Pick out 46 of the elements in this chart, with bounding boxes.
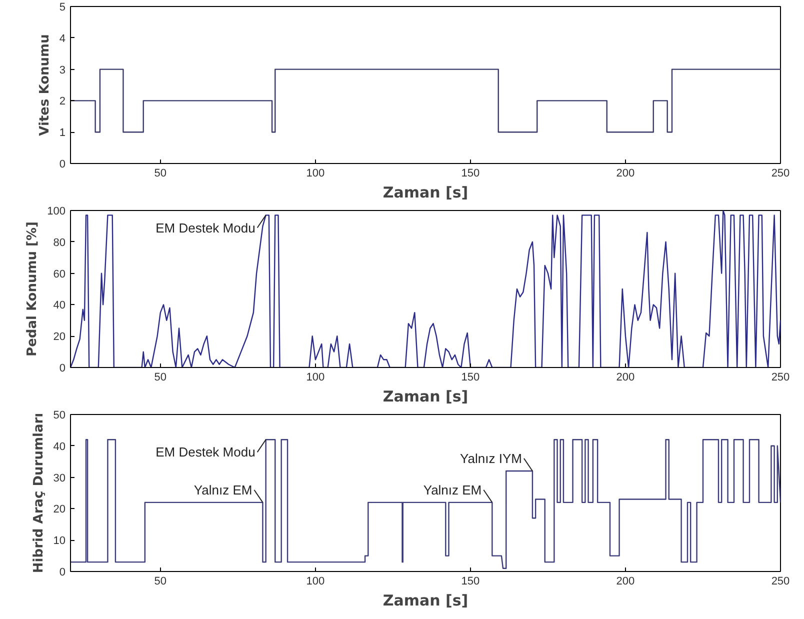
y-tick-label: 20 [53,504,66,516]
x-tick-label: 50 [154,168,167,180]
y-tick-label: 20 [53,331,66,344]
y-tick-label: 0 [59,362,66,374]
x-tick-label: 150 [461,576,480,588]
y-tick-label: 0 [59,158,66,170]
y-tick-label: 4 [59,32,66,45]
x-tick-label: 50 [154,372,167,384]
x-tick-label: 100 [306,576,325,588]
y-tick-label: 10 [53,535,66,548]
line-series [70,439,780,569]
x-axis-title: Zaman [s] [382,388,468,406]
y-tick-label: 100 [47,206,66,218]
annotation: EM Destek Modu [156,444,256,460]
y-tick-label: 1 [59,127,66,140]
x-tick-label: 100 [306,372,325,384]
y-tick-label: 40 [53,300,66,312]
y-tick-label: 50 [53,410,66,422]
y-tick-label: 30 [53,472,66,484]
annotation: EM Destek Modu [156,220,256,236]
y-tick-label: 80 [53,236,66,249]
y-tick-label: 2 [59,96,66,108]
x-tick-label: 250 [771,372,790,384]
x-tick-label: 250 [771,576,790,588]
x-tick-label: 100 [306,168,325,180]
line-series [70,210,780,368]
y-axis-title: Hibrid Araç Durumları [31,412,46,574]
y-tick-label: 40 [53,440,66,453]
x-axis-title: Zaman [s] [382,592,468,610]
x-tick-label: 250 [771,168,790,180]
x-tick-label: 200 [616,168,635,180]
annotation: Yalnız EM [423,482,482,498]
y-tick-label: 5 [59,2,66,14]
x-axis-title: Zaman [s] [382,184,468,202]
y-tick-label: 60 [53,268,66,280]
x-tick-label: 150 [461,168,480,180]
y-axis-title: Vites Konumu [37,34,52,136]
annotation: Yalnız IYM [460,450,522,466]
annotation: Yalnız EM [194,482,252,498]
x-tick-label: 50 [154,576,167,588]
y-tick-label: 0 [59,566,66,578]
x-tick-label: 200 [616,576,635,588]
x-tick-label: 150 [461,372,480,384]
x-tick-label: 200 [616,372,635,384]
y-tick-label: 3 [59,64,66,76]
y-axis-title: Pedal Konumu [%] [25,222,40,356]
